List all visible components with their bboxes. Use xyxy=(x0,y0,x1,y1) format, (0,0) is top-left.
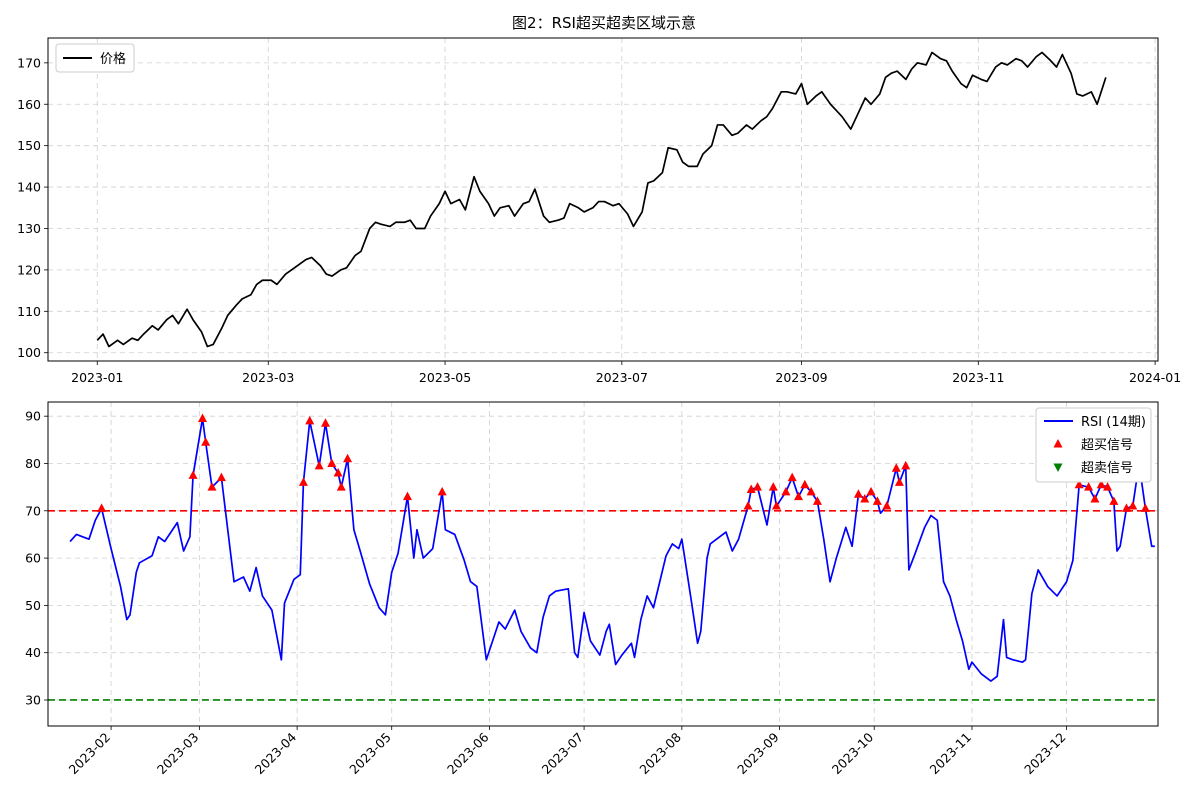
overbought-marker xyxy=(314,460,324,470)
price-y-tick-label: 160 xyxy=(17,97,41,112)
rsi-y-tick-label: 50 xyxy=(25,598,41,613)
overbought-marker xyxy=(872,496,882,505)
overbought-marker xyxy=(1103,482,1113,491)
overbought-marker xyxy=(901,460,911,470)
overbought-marker xyxy=(207,482,217,491)
rsi-y-tick-label: 70 xyxy=(25,503,41,518)
overbought-marker xyxy=(321,418,330,427)
price-x-tick-label: 2023-05 xyxy=(419,370,471,385)
price-y-tick-label: 140 xyxy=(17,180,41,195)
rsi-y-tick-label: 40 xyxy=(25,645,41,660)
price-x-tick-label: 2023-07 xyxy=(596,370,648,385)
price-y-tick-label: 100 xyxy=(17,345,41,360)
overbought-marker xyxy=(860,493,870,503)
overbought-legend-icon xyxy=(1053,439,1063,448)
overbought-marker xyxy=(198,413,208,423)
overbought-marker xyxy=(1140,503,1150,512)
overbought-marker xyxy=(787,472,797,482)
price-y-tick-label: 120 xyxy=(17,262,41,277)
overbought-marker xyxy=(333,467,343,477)
overbought-marker xyxy=(1090,493,1100,503)
price-y-tick-label: 130 xyxy=(17,221,41,236)
price-x-tick-label: 2023-09 xyxy=(775,370,827,385)
price-legend: 价格 xyxy=(55,43,135,73)
overbought-marker xyxy=(437,486,447,496)
overbought-marker xyxy=(746,484,756,494)
overbought-marker xyxy=(188,470,198,479)
price-y-tick-label: 150 xyxy=(17,138,41,153)
overbought-marker xyxy=(853,489,863,498)
rsi-series-line xyxy=(69,417,1155,682)
overbought-legend-label: 超买信号 xyxy=(1081,438,1133,453)
rsi-axes-frame xyxy=(47,401,1159,727)
price-chart: 2023-01 2023-03 2023-05 2023-07 2023-09 2023-… xyxy=(17,37,1181,385)
overbought-marker xyxy=(343,453,353,463)
overbought-marker xyxy=(1109,496,1119,505)
overbought-marker xyxy=(781,486,791,496)
price-x-tick-label: 2023-11 xyxy=(952,370,1004,385)
overbought-marker xyxy=(402,491,412,501)
price-plot-area xyxy=(48,38,1158,361)
overbought-marker xyxy=(1074,479,1084,489)
rsi-plot-area xyxy=(48,402,1158,726)
oversold-legend-icon xyxy=(1053,463,1063,472)
rsi-y-tick-label: 80 xyxy=(25,456,41,471)
rsi-legend-label: RSI (14期) xyxy=(1081,415,1146,430)
price-y-tick-label: 170 xyxy=(17,55,41,70)
price-legend-label: 价格 xyxy=(100,51,126,67)
price-x-tick-label: 2023-03 xyxy=(242,370,294,385)
overbought-marker xyxy=(298,477,308,486)
rsi-y-tick-label: 30 xyxy=(25,692,41,707)
overbought-marker xyxy=(336,482,346,491)
rsi-y-tick-label: 90 xyxy=(25,409,41,424)
overbought-marker xyxy=(866,486,876,496)
overbought-marker xyxy=(891,463,901,472)
overbought-marker xyxy=(1096,479,1106,489)
price-series-line xyxy=(96,51,1107,348)
rsi-legend-box xyxy=(1035,407,1152,483)
overbought-marker xyxy=(97,503,107,512)
overbought-marker xyxy=(794,491,804,501)
overbought-marker xyxy=(305,415,315,425)
price-axes-frame xyxy=(47,37,1159,362)
price-grid xyxy=(48,38,1158,361)
overbought-marker xyxy=(882,501,892,510)
rsi-y-tick-label: 60 xyxy=(25,551,41,566)
overbought-marker xyxy=(743,501,753,510)
overbought-marker xyxy=(1128,501,1138,510)
overbought-marker xyxy=(753,482,763,491)
oversold-legend-label: 超卖信号 xyxy=(1081,461,1133,476)
overbought-marker xyxy=(216,472,226,482)
overbought-marker xyxy=(1084,482,1094,491)
overbought-marker xyxy=(1121,503,1131,512)
rsi-chart: 2023-02 2023-03 2023-04 2023-05 2023-06 2023-… xyxy=(25,401,1159,777)
overbought-marker xyxy=(800,479,810,489)
overbought-marker xyxy=(806,486,816,496)
overbought-marker xyxy=(768,482,778,491)
overbought-marker xyxy=(812,496,822,505)
overbought-marker xyxy=(201,437,211,446)
chart-title: 图2：RSI超买超卖区域示意 xyxy=(512,14,696,32)
overbought-marker xyxy=(771,501,781,510)
overbought-marker xyxy=(894,477,904,486)
price-x-tick-label: 2024-01 xyxy=(1129,370,1181,385)
rsi-grid xyxy=(48,402,1158,726)
price-x-tick-label: 2023-01 xyxy=(71,370,123,385)
overbought-marker xyxy=(327,458,337,467)
price-legend-box xyxy=(55,43,135,73)
price-y-tick-label: 110 xyxy=(17,304,41,319)
